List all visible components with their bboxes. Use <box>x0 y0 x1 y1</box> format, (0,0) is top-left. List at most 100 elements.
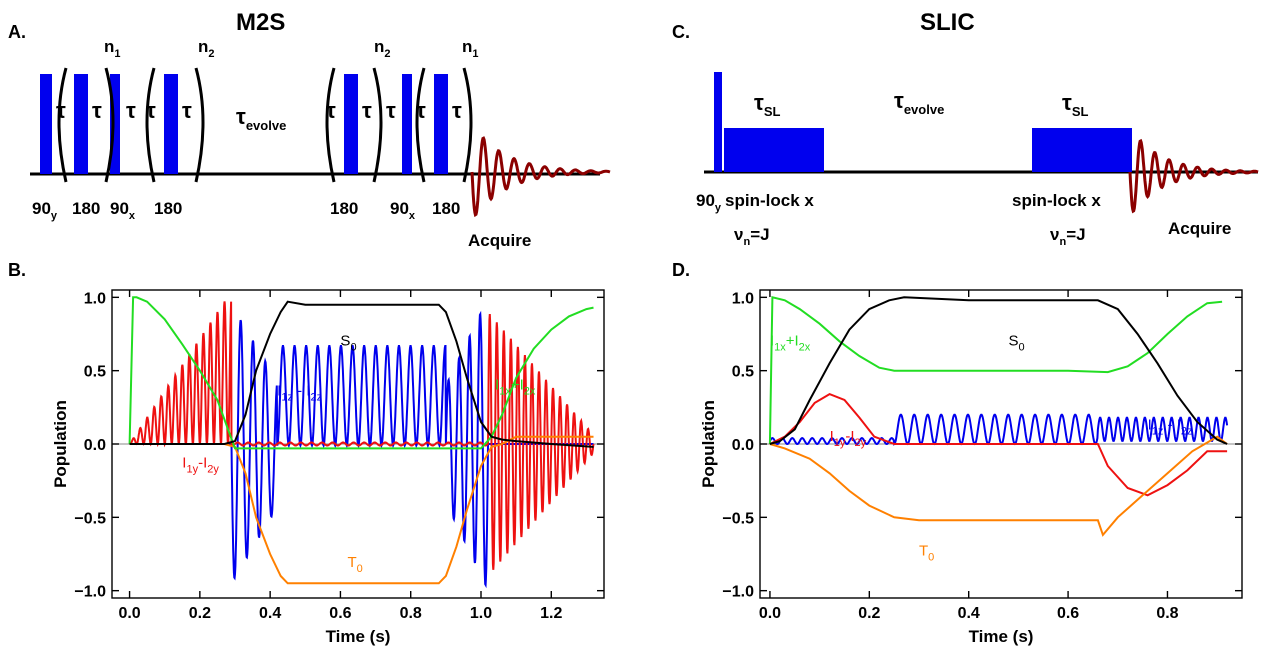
pulse-blocks <box>714 72 1132 172</box>
tau: τ <box>126 98 136 123</box>
bracket-right <box>372 67 383 183</box>
pulse-label: 180 <box>72 199 100 218</box>
nu-label: νn=J <box>1050 225 1086 248</box>
y-tick-label: −1.0 <box>74 584 106 601</box>
x-tick-label: 0.4 <box>958 605 980 622</box>
n-labels: n1 n2 n2 n1 <box>104 37 479 60</box>
tau: τ <box>416 98 426 123</box>
series-label-i1y-i2y: I1y-I2y <box>182 454 219 475</box>
acquire-label: Acquire <box>468 231 531 250</box>
y-tick-label: 0.5 <box>84 364 106 381</box>
tau: τ <box>182 98 192 123</box>
x-tick-label: 0.8 <box>400 605 422 622</box>
x-tick-label: 1.0 <box>470 605 492 622</box>
x-tick-label: 0.4 <box>259 605 281 622</box>
nu-label: νn=J <box>734 225 770 248</box>
x-tick-label: 0.6 <box>1057 605 1079 622</box>
tau: τ <box>362 98 372 123</box>
y-tick-label: −0.5 <box>722 510 754 527</box>
series-line-t0 <box>769 435 1228 537</box>
tau: τ <box>56 98 66 123</box>
series-line-t0 <box>129 435 594 585</box>
series-line-s0 <box>129 300 594 448</box>
tau-sl: τSL <box>754 90 780 119</box>
n2-label: n2 <box>198 37 215 60</box>
y-tick-label: −1.0 <box>722 584 754 601</box>
pulse-label: 90x <box>390 199 416 222</box>
y-tick-label: 0.0 <box>732 437 754 454</box>
n1-label: n1 <box>462 37 479 60</box>
pulse-label: 90x <box>110 199 136 222</box>
pulse-180 <box>74 74 88 174</box>
series-line-i1y-i2y <box>129 301 595 570</box>
panel-a-title: M2S <box>236 9 285 36</box>
x-tick-label: 0.6 <box>329 605 351 622</box>
x-tick-label: 1.2 <box>540 605 562 622</box>
pulse-90y <box>40 74 52 174</box>
tau-evolve: τevolve <box>236 104 286 133</box>
fid-signal <box>470 136 611 218</box>
panel-c-label: C. <box>672 22 690 42</box>
series-line-i1x-i2x <box>128 296 594 450</box>
x-tick-label: 0.2 <box>858 605 880 622</box>
series-label-i1y-i2y: I1y-I2y <box>830 428 867 449</box>
chart-d: 0.0 0.2 0.4 0.6 0.8 1.0 0.5 0.0 −0.5 −1.0 Time (s)… <box>699 289 1243 646</box>
y-tick-label: 1.0 <box>84 290 106 307</box>
panel-d-label: D. <box>672 260 690 280</box>
y-tick-label: −0.5 <box>74 510 106 527</box>
bracket-left <box>145 67 156 183</box>
series-line-i1y-i2y <box>769 392 1228 497</box>
bracket-right <box>194 67 205 183</box>
pulse-blocks <box>40 74 448 174</box>
series-label-i1x-i2x: I1x+I2x <box>770 333 811 354</box>
pulse-90x <box>402 74 412 174</box>
chart-b: 0.0 0.2 0.4 0.6 0.8 1.0 1.2 1.0 0.5 0.0 −0.5 −1.0 Ti… <box>51 289 605 646</box>
y-tick-label: 1.0 <box>732 290 754 307</box>
series-line-i1z-i2z <box>769 413 1229 446</box>
acquire-label: Acquire <box>1168 219 1231 238</box>
panel-c: C. SLIC τSL τSL τevolve 90y spin-lock x s… <box>672 9 1259 248</box>
bracket-left <box>57 67 68 183</box>
series-label-t0: T0 <box>347 554 362 575</box>
y-tick-label: 0.5 <box>732 364 754 381</box>
panel-b-label: B. <box>8 260 26 280</box>
bracket-left <box>325 67 336 183</box>
series-label-i1z-i2z: I1z - I2z <box>1148 416 1193 437</box>
brackets <box>57 67 473 183</box>
pulse-label: 90y spin-lock x <box>696 191 814 214</box>
series-label-t0: T0 <box>919 542 934 563</box>
tau-labels: τSL τSL τevolve <box>754 88 1088 119</box>
series-line-s0 <box>769 296 1228 445</box>
y-tick-label: 0.0 <box>84 437 106 454</box>
tau: τ <box>92 98 102 123</box>
tau: τ <box>386 98 396 123</box>
tau: τ <box>146 98 156 123</box>
n2-label: n2 <box>374 37 391 60</box>
tau-labels: τ τ τ τ τ τ τ τ τ τ τevolve <box>56 98 462 133</box>
tau-sl: τSL <box>1062 90 1088 119</box>
y-axis-label: Population <box>51 400 70 488</box>
bracket-right <box>104 67 115 183</box>
x-tick-label: 0.2 <box>189 605 211 622</box>
tau: τ <box>326 98 336 123</box>
pulse-180 <box>164 74 178 174</box>
series-label-i1x-i2x: I1x+I2x <box>495 377 536 398</box>
tau-evolve: τevolve <box>894 88 944 117</box>
bracket-right <box>462 67 473 183</box>
pulse-label: 180 <box>330 199 358 218</box>
x-tick-label: 0.0 <box>759 605 781 622</box>
spin-lock-block <box>1032 128 1132 172</box>
series-label-i1z-i2z: I1z - I2z <box>277 383 322 404</box>
panel-a-label: A. <box>8 22 26 42</box>
series-label-s0: S0 <box>1008 333 1024 354</box>
x-axis-label: Time (s) <box>969 627 1034 646</box>
bracket-left <box>415 67 426 183</box>
spin-lock-block <box>724 128 824 172</box>
pulse-90x <box>110 74 120 174</box>
pulse-labels: 90y spin-lock x spin-lock x νn=J νn=J Acq… <box>696 191 1231 248</box>
tau: τ <box>452 98 462 123</box>
series-line-i1x-i2x <box>768 296 1223 445</box>
n1-label: n1 <box>104 37 121 60</box>
y-axis-label: Population <box>699 400 718 488</box>
